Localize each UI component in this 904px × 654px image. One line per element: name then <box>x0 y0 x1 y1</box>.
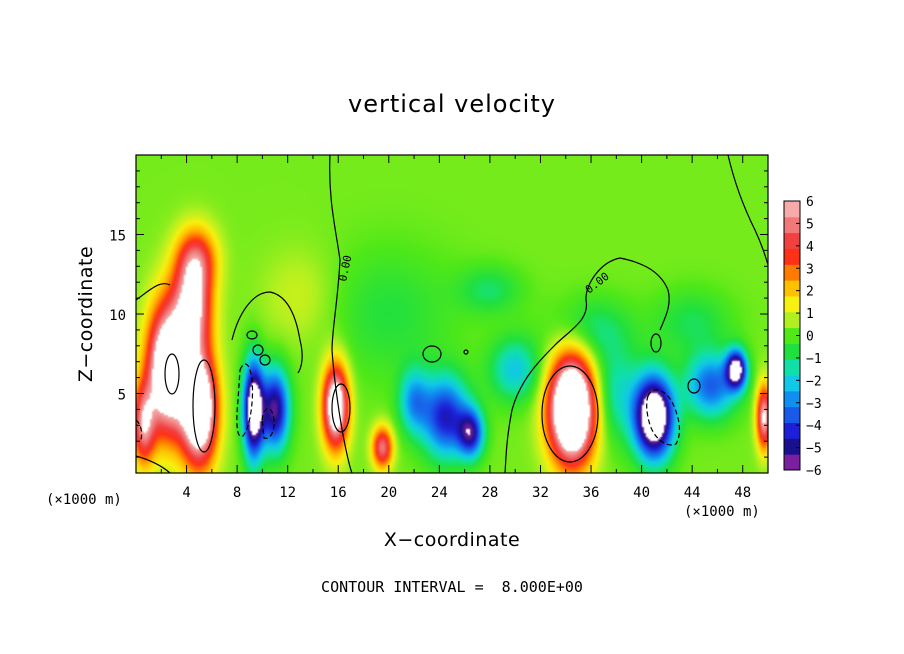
colorbar-swatch <box>784 390 800 408</box>
colorbar-swatch <box>784 343 800 360</box>
negative-contour <box>261 407 275 439</box>
x-tick-label: 28 <box>481 485 498 501</box>
negative-contour <box>646 389 681 446</box>
zero-contour <box>136 283 171 301</box>
colorbar-tick-label: 0 <box>806 330 814 345</box>
zero-contour <box>231 291 303 374</box>
colorbar-swatch <box>784 327 800 344</box>
x-tick-label: 48 <box>734 485 751 501</box>
colorbar-tick-label: 3 <box>806 262 814 277</box>
colorbar-swatch <box>784 438 800 455</box>
closed-contour <box>252 344 264 356</box>
colorbar-tick-label: −4 <box>806 419 822 434</box>
colorbar-swatch <box>784 201 800 218</box>
x-tick-label: 4 <box>182 485 190 501</box>
x-tick-label: 40 <box>633 485 650 501</box>
colorbar-swatch <box>784 375 800 392</box>
chart-title: vertical velocity <box>348 90 556 118</box>
colorbar-tick-label: 4 <box>806 240 814 255</box>
y-tick-label: 10 <box>109 308 126 324</box>
x-tick-label: 32 <box>532 485 549 501</box>
colorbar-tick-label: 2 <box>806 285 814 300</box>
negative-contour <box>236 363 254 438</box>
colorbar-tick-label: 6 <box>806 195 814 210</box>
colorbar-tick-label: −5 <box>806 442 822 457</box>
contour-label: 0.00 <box>336 254 354 283</box>
colorbar-tick-label: −6 <box>806 464 822 479</box>
y-tick-label: 5 <box>118 388 126 404</box>
x-tick-label: 24 <box>431 485 448 501</box>
colorbar-swatch <box>784 232 800 249</box>
colorbar-swatch <box>784 264 800 281</box>
x-axis: 4 8 12 16 20 24 28 32 36 40 44 48 <box>160 155 751 501</box>
colorbar-tick-label: −1 <box>806 352 822 367</box>
x-tick-label: 20 <box>380 485 397 501</box>
zero-contour <box>329 155 353 473</box>
closed-contour <box>259 354 271 366</box>
y-axis-label: Z−coordinate <box>75 246 97 382</box>
y-tick-label: 15 <box>109 229 126 245</box>
closed-contour <box>541 365 599 463</box>
colorbar-tick-label: −3 <box>806 397 822 412</box>
x-tick-label: 16 <box>330 485 347 501</box>
colorbar-swatch <box>784 295 800 313</box>
x-tick-label: 36 <box>583 485 600 501</box>
colorbar: 6 5 4 3 2 1 0 −1 −2 −3 −4 −5 −6 <box>783 195 822 479</box>
colorbar-swatch <box>784 359 800 376</box>
colorbar-swatch <box>784 248 800 265</box>
x-unit-label: (×1000 m) <box>684 504 760 520</box>
closed-contour <box>463 349 469 355</box>
colorbar-tick-label: 1 <box>806 307 814 322</box>
contour-lines <box>136 155 768 473</box>
zero-contour <box>727 155 768 266</box>
colorbar-swatch <box>784 422 800 439</box>
colorbar-tick-label: −2 <box>806 374 822 389</box>
colorbar-swatch <box>784 311 800 329</box>
closed-contour <box>331 383 351 433</box>
velocity-field <box>136 155 768 473</box>
zero-contour <box>504 257 621 473</box>
closed-contour <box>422 345 442 363</box>
y-unit-label: (×1000 m) <box>46 492 122 508</box>
closed-contour <box>164 353 180 395</box>
colorbar-swatch <box>784 280 800 297</box>
colorbar-swatch <box>784 216 800 234</box>
x-tick-label: 8 <box>233 485 241 501</box>
closed-contour <box>687 378 701 394</box>
x-axis-label: X−coordinate <box>384 529 520 551</box>
closed-contour <box>650 333 662 353</box>
colorbar-tick-label: 5 <box>806 217 814 232</box>
colorbar-swatch <box>784 454 800 471</box>
closed-contour <box>192 359 216 453</box>
zero-contour <box>619 257 670 331</box>
negative-contour <box>136 419 143 443</box>
closed-contour <box>246 330 258 340</box>
contour-interval-note: CONTOUR INTERVAL = 8.000E+00 <box>321 578 583 596</box>
colorbar-swatch <box>784 406 800 424</box>
y-axis: 5 10 15 <box>109 170 768 458</box>
x-tick-label: 12 <box>279 485 296 501</box>
x-tick-label: 44 <box>684 485 701 501</box>
